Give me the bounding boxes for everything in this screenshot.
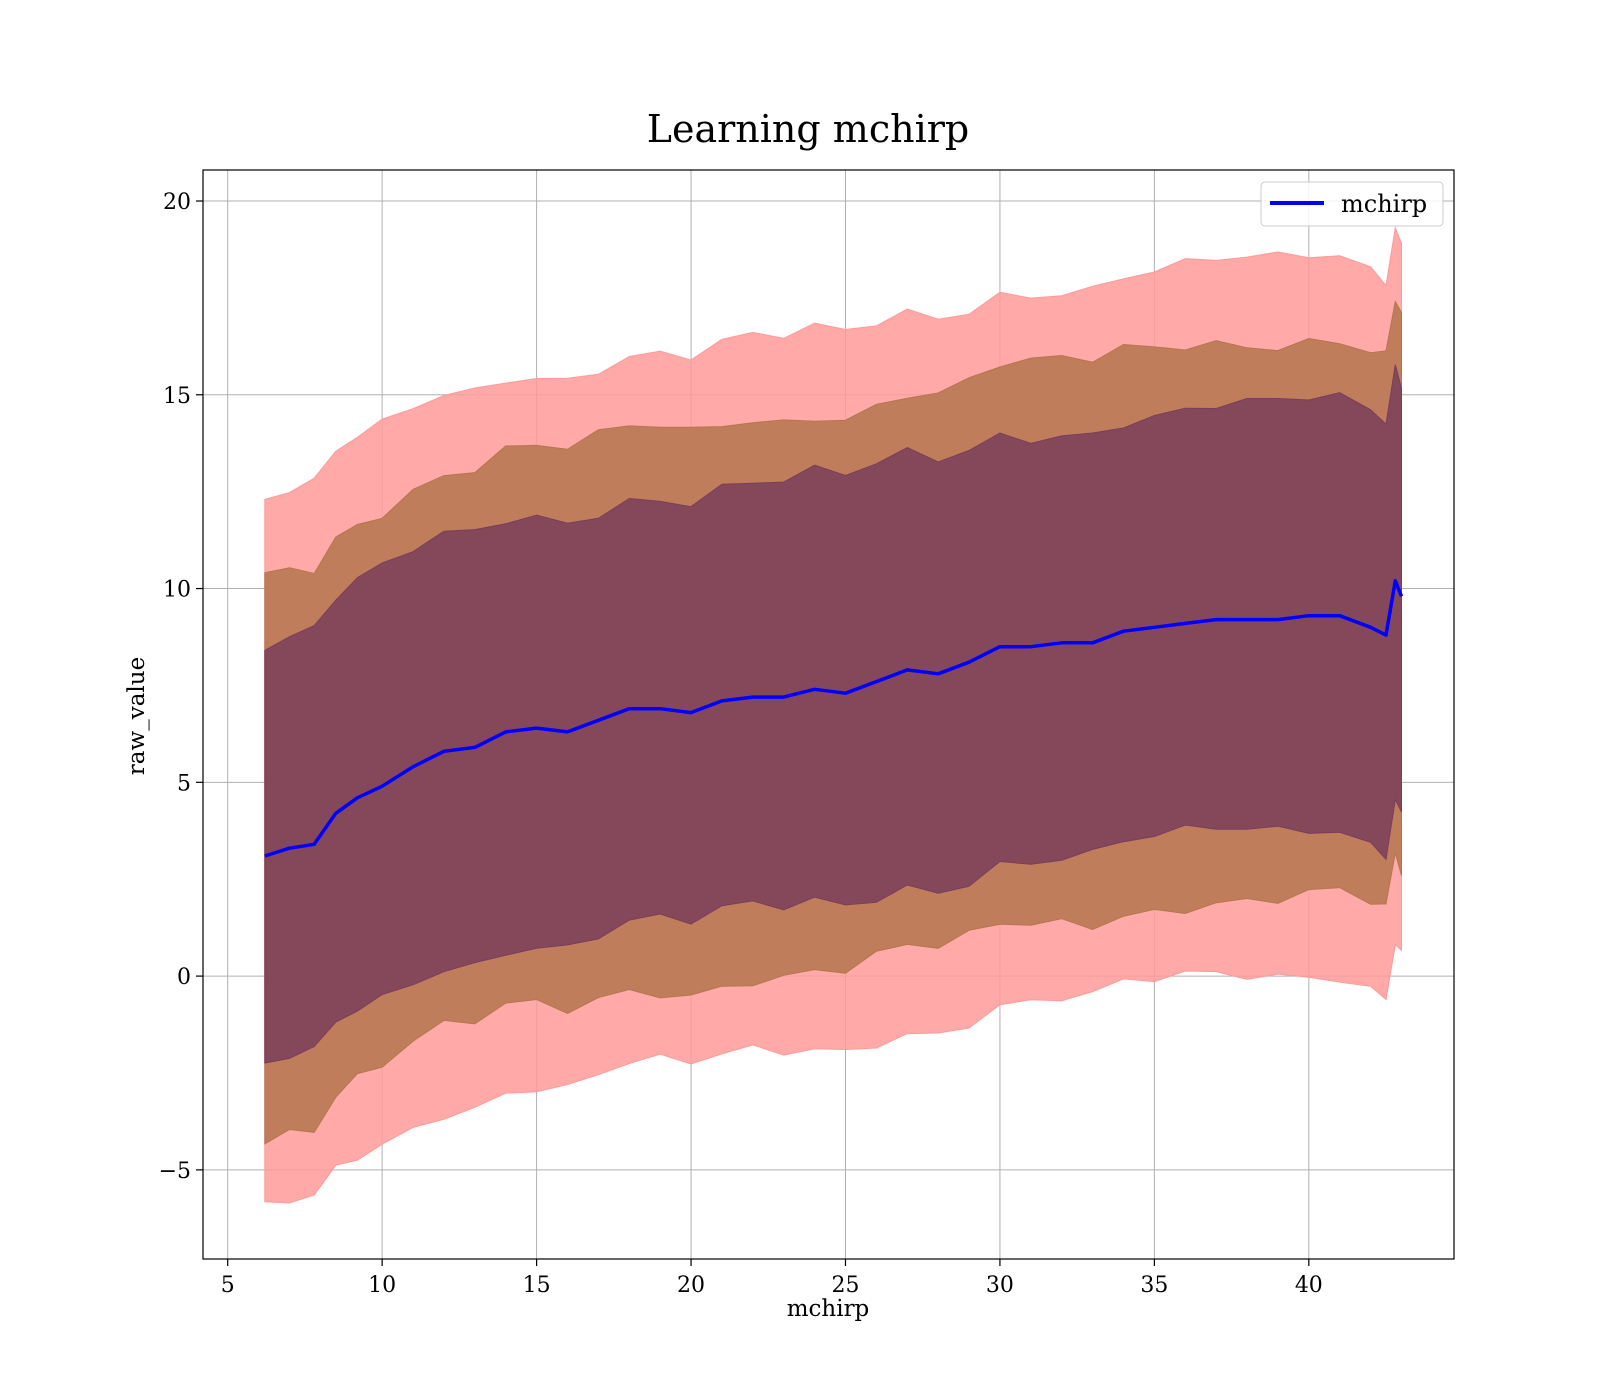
- x-tick-label: 40: [1295, 1273, 1323, 1298]
- x-axis-label: mchirp: [787, 1296, 870, 1322]
- legend-box: [1260, 181, 1444, 227]
- x-tick-label: 20: [677, 1273, 705, 1298]
- band-1sigma: [264, 364, 1402, 1064]
- series-line-mchirp: [264, 579, 1404, 858]
- y-tick-label: 5: [177, 771, 191, 796]
- x-tick-label: 35: [1140, 1273, 1168, 1298]
- y-tick-label: 0: [177, 965, 191, 990]
- y-tick-label: 15: [163, 384, 191, 409]
- bands: [264, 225, 1402, 1204]
- x-tick-label: 25: [831, 1273, 859, 1298]
- x-tick-label: 10: [368, 1273, 396, 1298]
- x-tick-label: 15: [523, 1273, 551, 1298]
- y-tick-label: 20: [163, 190, 191, 215]
- y-axis-label: raw_value: [124, 657, 150, 775]
- chart-title: Learning mchirp: [647, 107, 969, 151]
- x-axis-ticks: 5 10 15 20 25 30 35 40: [221, 1259, 1323, 1298]
- y-tick-label: −5: [159, 1159, 191, 1184]
- plot-frame: [202, 169, 1455, 1260]
- y-axis-ticks: −5 0 5 10 15 20: [159, 190, 203, 1184]
- x-tick-label: 5: [221, 1273, 235, 1298]
- x-tick-label: 30: [986, 1273, 1014, 1298]
- series-lines: [264, 579, 1404, 858]
- legend: mchirp: [1260, 181, 1444, 227]
- y-tick-label: 10: [163, 578, 191, 603]
- legend-label: mchirp: [1341, 190, 1427, 218]
